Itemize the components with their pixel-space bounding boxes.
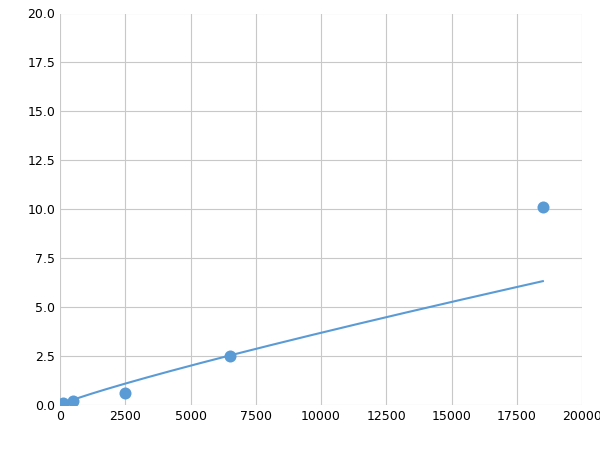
Point xyxy=(538,204,548,211)
Point xyxy=(68,397,78,405)
Point xyxy=(58,400,67,407)
Point xyxy=(225,352,235,360)
Point xyxy=(121,390,130,397)
